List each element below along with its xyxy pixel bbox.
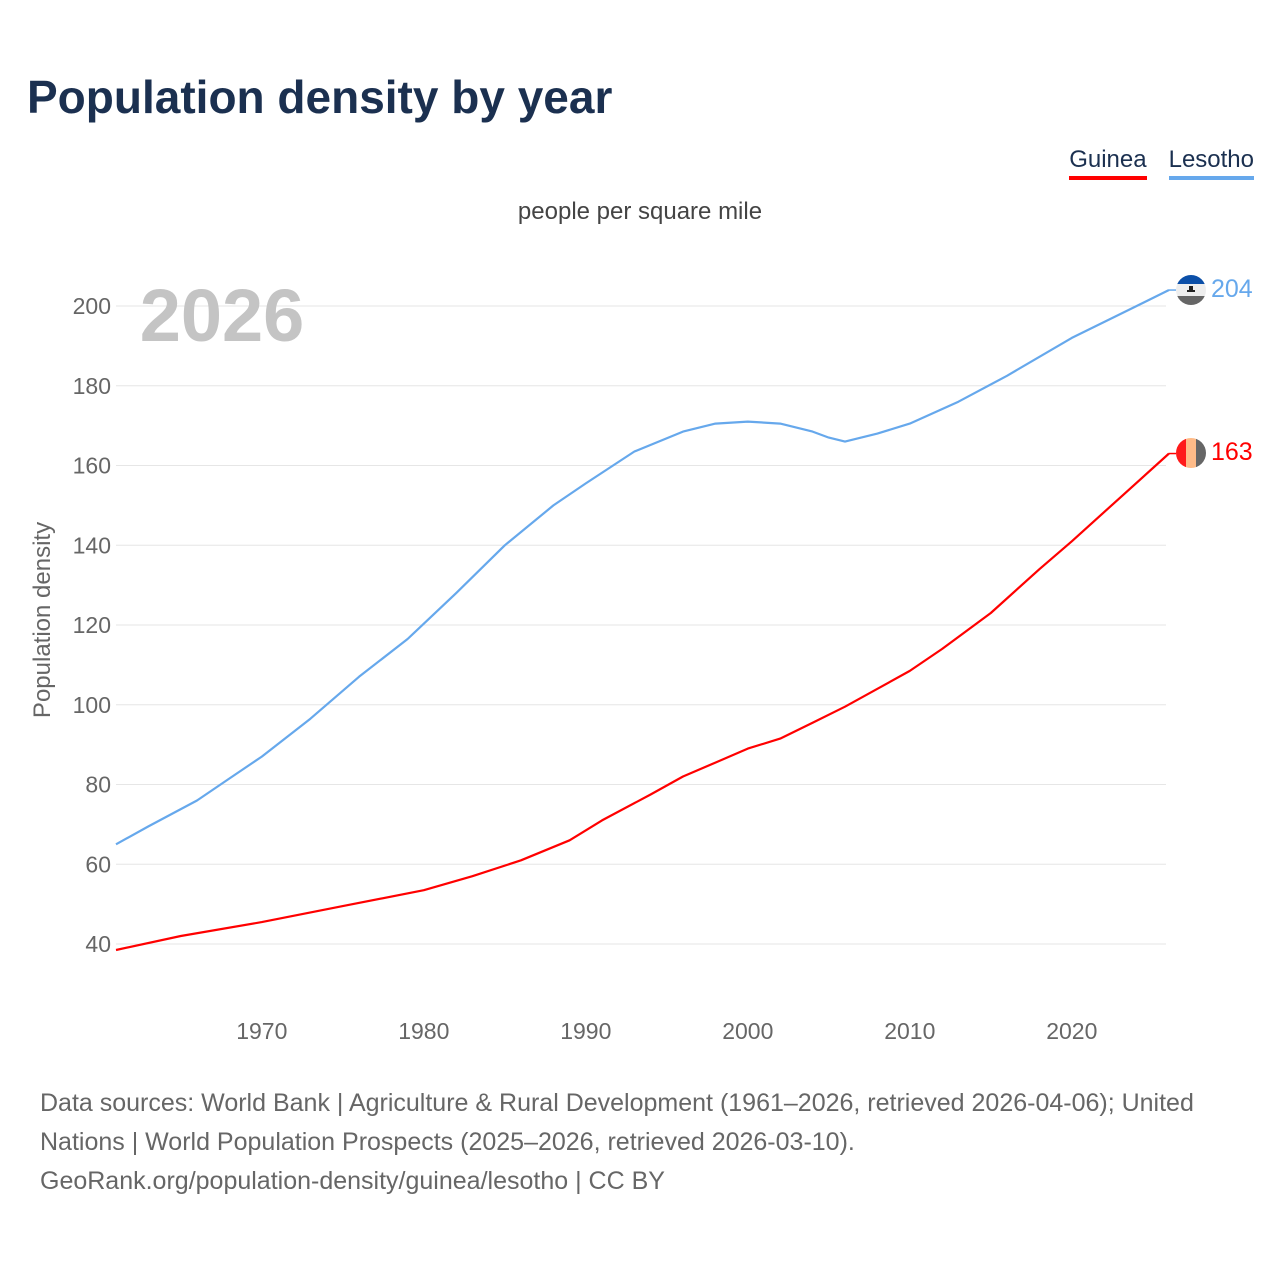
year-watermark: 2026	[140, 274, 305, 357]
x-tick-label: 1970	[236, 1018, 287, 1044]
source-link[interactable]: GeoRank.org/population-density/guinea/le…	[40, 1167, 665, 1195]
y-tick-label: 100	[73, 692, 111, 718]
y-tick-label: 160	[73, 453, 111, 479]
lesotho-end-label: 204	[1211, 275, 1253, 303]
x-tick-label: 1990	[560, 1018, 611, 1044]
guinea-end-label: 163	[1211, 438, 1253, 466]
guinea-flag-icon	[1176, 438, 1206, 468]
x-tick-label: 2020	[1046, 1018, 1097, 1044]
y-tick-label: 40	[85, 931, 111, 957]
x-tick-label: 1980	[398, 1018, 449, 1044]
chart-title: Population density by year	[27, 71, 613, 123]
legend-item-lesotho[interactable]: Lesotho	[1168, 146, 1254, 180]
y-tick-label: 60	[85, 851, 111, 877]
footer: Data sources: World Bank | Agriculture &…	[40, 1084, 1250, 1201]
series-line-guinea[interactable]	[115, 452, 1170, 952]
x-tick-label: 2000	[722, 1018, 773, 1044]
series-line-lesotho[interactable]	[115, 289, 1170, 846]
y-tick-label: 180	[73, 373, 111, 399]
chart-subtitle: people per square mile	[517, 198, 763, 225]
y-tick-label: 140	[73, 532, 111, 558]
lesotho-flag-icon	[1176, 275, 1206, 305]
legend: Guinea Lesotho	[1069, 146, 1254, 180]
y-tick-label: 80	[85, 772, 111, 798]
data-sources: Data sources: World Bank | Agriculture &…	[40, 1089, 1194, 1156]
y-tick-label: 120	[73, 612, 111, 638]
legend-item-guinea[interactable]: Guinea	[1069, 146, 1147, 180]
x-tick-label: 2010	[884, 1018, 935, 1044]
y-axis-label: Population density	[29, 522, 56, 718]
y-tick-label: 200	[73, 293, 111, 319]
